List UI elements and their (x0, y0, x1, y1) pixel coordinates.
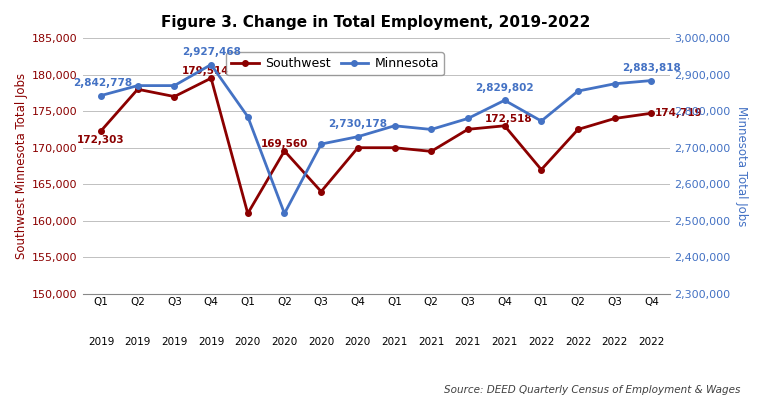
Text: 174,719: 174,719 (655, 108, 703, 118)
Text: 2019: 2019 (198, 337, 224, 347)
Text: 2,730,178: 2,730,178 (328, 119, 388, 129)
Text: 2,829,802: 2,829,802 (475, 83, 534, 93)
Text: 2020: 2020 (235, 337, 261, 347)
Text: 2022: 2022 (638, 337, 665, 347)
Text: 2021: 2021 (418, 337, 444, 347)
Text: 2019: 2019 (88, 337, 114, 347)
Text: 2022: 2022 (528, 337, 555, 347)
Text: 179,514: 179,514 (182, 66, 230, 76)
Text: 2022: 2022 (565, 337, 591, 347)
Text: Source: DEED Quarterly Census of Employment & Wages: Source: DEED Quarterly Census of Employm… (444, 385, 740, 395)
Text: 172,518: 172,518 (485, 114, 532, 124)
Text: 2021: 2021 (455, 337, 481, 347)
Text: 2019: 2019 (124, 337, 151, 347)
Text: 2019: 2019 (161, 337, 188, 347)
Text: 2021: 2021 (382, 337, 407, 347)
Y-axis label: Minnesota Total Jobs: Minnesota Total Jobs (735, 106, 748, 226)
Text: 169,560: 169,560 (261, 139, 308, 149)
Text: 172,303: 172,303 (77, 134, 125, 144)
Text: 2,927,468: 2,927,468 (182, 47, 240, 57)
Text: 2020: 2020 (345, 337, 371, 347)
Text: 2020: 2020 (308, 337, 334, 347)
Text: 2022: 2022 (601, 337, 628, 347)
Text: 2,842,778: 2,842,778 (73, 78, 133, 88)
Text: 2,883,818: 2,883,818 (622, 63, 681, 73)
Legend: Southwest, Minnesota: Southwest, Minnesota (227, 52, 444, 75)
Title: Figure 3. Change in Total Employment, 2019-2022: Figure 3. Change in Total Employment, 20… (162, 15, 591, 30)
Text: 2021: 2021 (491, 337, 518, 347)
Y-axis label: Southwest Minnesota Total Jobs: Southwest Minnesota Total Jobs (15, 73, 28, 259)
Text: 2020: 2020 (272, 337, 298, 347)
